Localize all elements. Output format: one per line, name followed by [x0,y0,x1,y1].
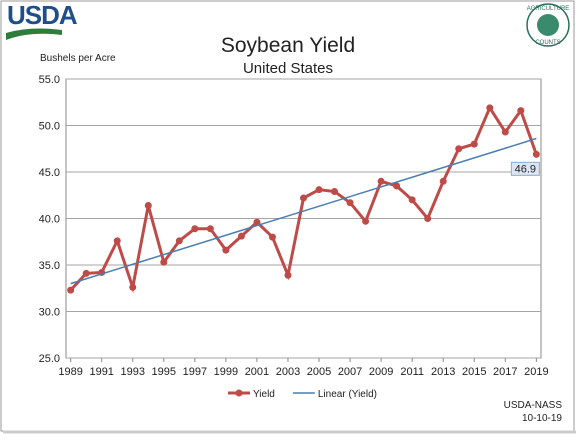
source: USDA-NASS [504,400,563,411]
seal-center [537,14,559,36]
point [315,186,323,194]
point [501,128,509,136]
point [253,218,261,226]
point [113,237,121,245]
data-label: 46.9 [515,163,536,175]
x-tick-label: 2017 [493,366,517,378]
x-tick-label: 2007 [338,366,362,378]
x-tick-label: 2009 [369,366,393,378]
y-tick-label: 50.0 [39,121,60,133]
x-tick-label: 1995 [152,366,176,378]
seal-text: AGRICULTURE [527,6,570,12]
point [300,194,307,202]
point [486,104,494,112]
point [439,177,447,185]
logo: USDA [7,0,78,30]
x-tick-label: 1989 [58,366,82,378]
y-tick-label: 35.0 [39,260,60,272]
x-tick-label: 2005 [307,366,331,378]
point [67,286,75,294]
point [82,269,90,277]
point [408,196,416,204]
point [222,246,230,254]
x-tick-label: 2013 [431,366,455,378]
point [346,199,354,207]
point [393,182,401,190]
data-label-box [510,161,540,176]
point [129,283,137,291]
point [175,237,183,245]
logo-swoosh [6,28,62,40]
x-tick-label: 2019 [524,366,548,378]
point [160,258,168,266]
point [470,140,478,148]
x-tick-label: 1991 [89,366,113,378]
chart-subtitle: United States [243,60,333,77]
x-tick-label: 2001 [245,366,269,378]
x-tick-label: 1997 [183,366,207,378]
chart-title: Soybean Yield [221,34,355,57]
point [191,225,199,233]
point [532,150,540,158]
point [144,201,152,209]
x-tick-label: 1993 [121,366,145,378]
legend-label: Yield [253,389,275,400]
legend-marker [235,389,243,397]
y-tick-label: 55.0 [39,74,60,86]
y-tick-label: 40.0 [39,214,60,226]
y-tick-label: 30.0 [39,307,60,319]
x-tick-label: 2011 [400,366,424,378]
point [362,217,370,225]
legend-label: Linear (Yield) [318,389,377,400]
trend-line [70,137,537,285]
point [377,177,385,185]
date: 10-10-19 [522,413,562,424]
point [284,271,292,279]
point [424,215,432,222]
x-tick-label: 2015 [462,366,486,378]
point [206,225,214,233]
point [331,188,339,196]
x-tick-label: 1999 [214,366,238,378]
point [268,233,276,241]
y-tick-label: 25.0 [39,353,60,365]
y-tick-label: 45.0 [39,167,60,179]
point [455,145,463,153]
seal-text: COUNTS [535,40,560,46]
y-axis-label: Bushels per Acre [40,53,116,64]
point [517,107,525,115]
point [237,232,245,240]
x-tick-label: 2003 [276,366,300,378]
